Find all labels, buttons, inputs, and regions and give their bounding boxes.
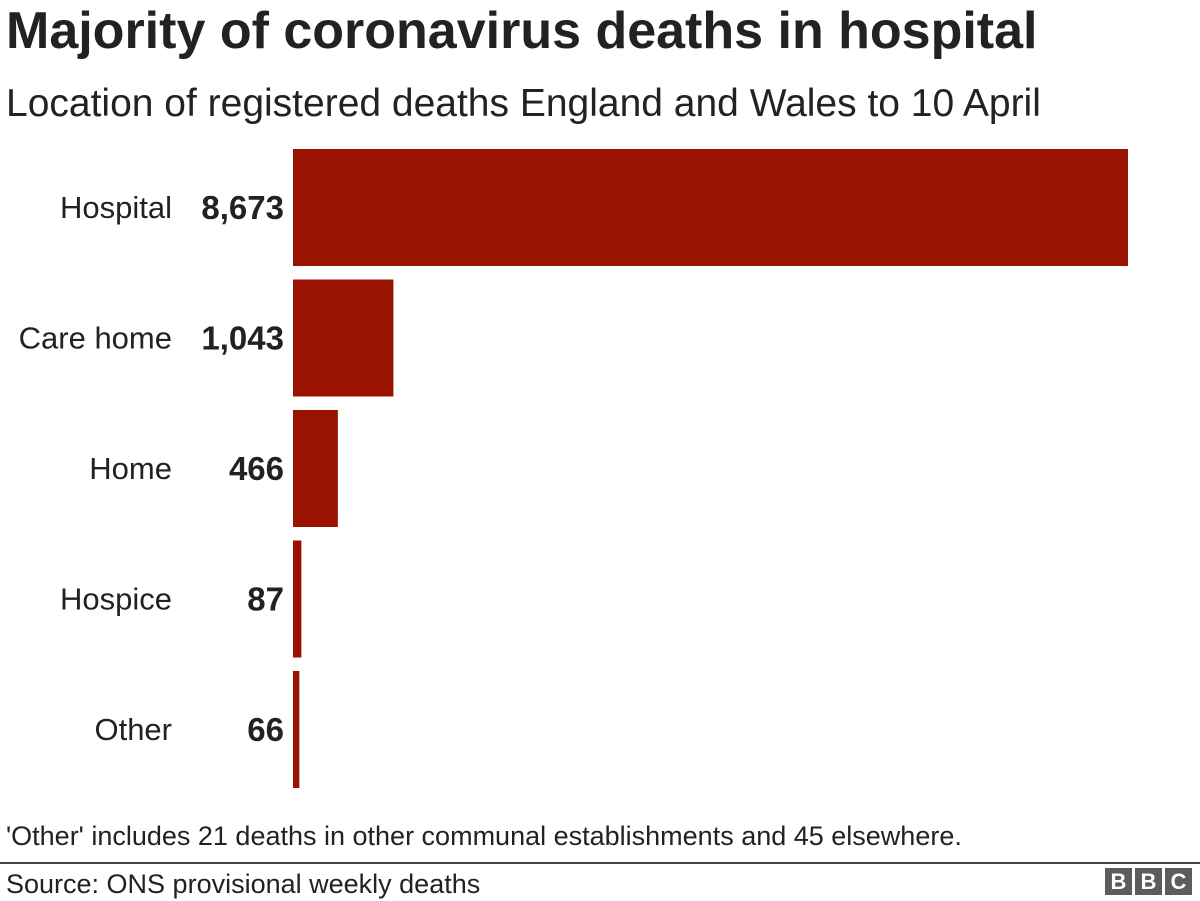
value-label: 1,043 [201, 320, 284, 357]
bbc-logo-letter: B [1105, 868, 1132, 895]
bbc-logo: B B C [1105, 868, 1192, 895]
bar-care-home [293, 279, 394, 397]
chart-title: Majority of coronavirus deaths in hospit… [6, 2, 1038, 60]
bbc-logo-letter: C [1165, 868, 1192, 895]
bar-chart: 8,673 Hospital 1,043 Care home 466 Home 87 Hosp… [19, 149, 1128, 788]
category-label: Home [89, 451, 172, 486]
category-label: Hospital [60, 190, 172, 225]
footnote: 'Other' includes 21 deaths in other comm… [6, 821, 962, 851]
value-label: 66 [247, 711, 284, 748]
bar-other [293, 671, 300, 788]
bar-hospital [293, 149, 1128, 266]
chart-subtitle: Location of registered deaths England an… [6, 82, 1041, 125]
value-label: 466 [229, 450, 284, 487]
source-text: Source: ONS provisional weekly deaths [6, 869, 481, 899]
footer-divider [0, 862, 1200, 864]
bbc-logo-letter: B [1135, 868, 1162, 895]
bar-home [293, 410, 338, 527]
category-label: Care home [19, 321, 172, 356]
value-label: 87 [247, 581, 284, 618]
category-label: Other [94, 712, 172, 747]
bar-hospice [293, 540, 302, 658]
category-label: Hospice [60, 582, 172, 617]
value-label: 8,673 [201, 189, 284, 226]
